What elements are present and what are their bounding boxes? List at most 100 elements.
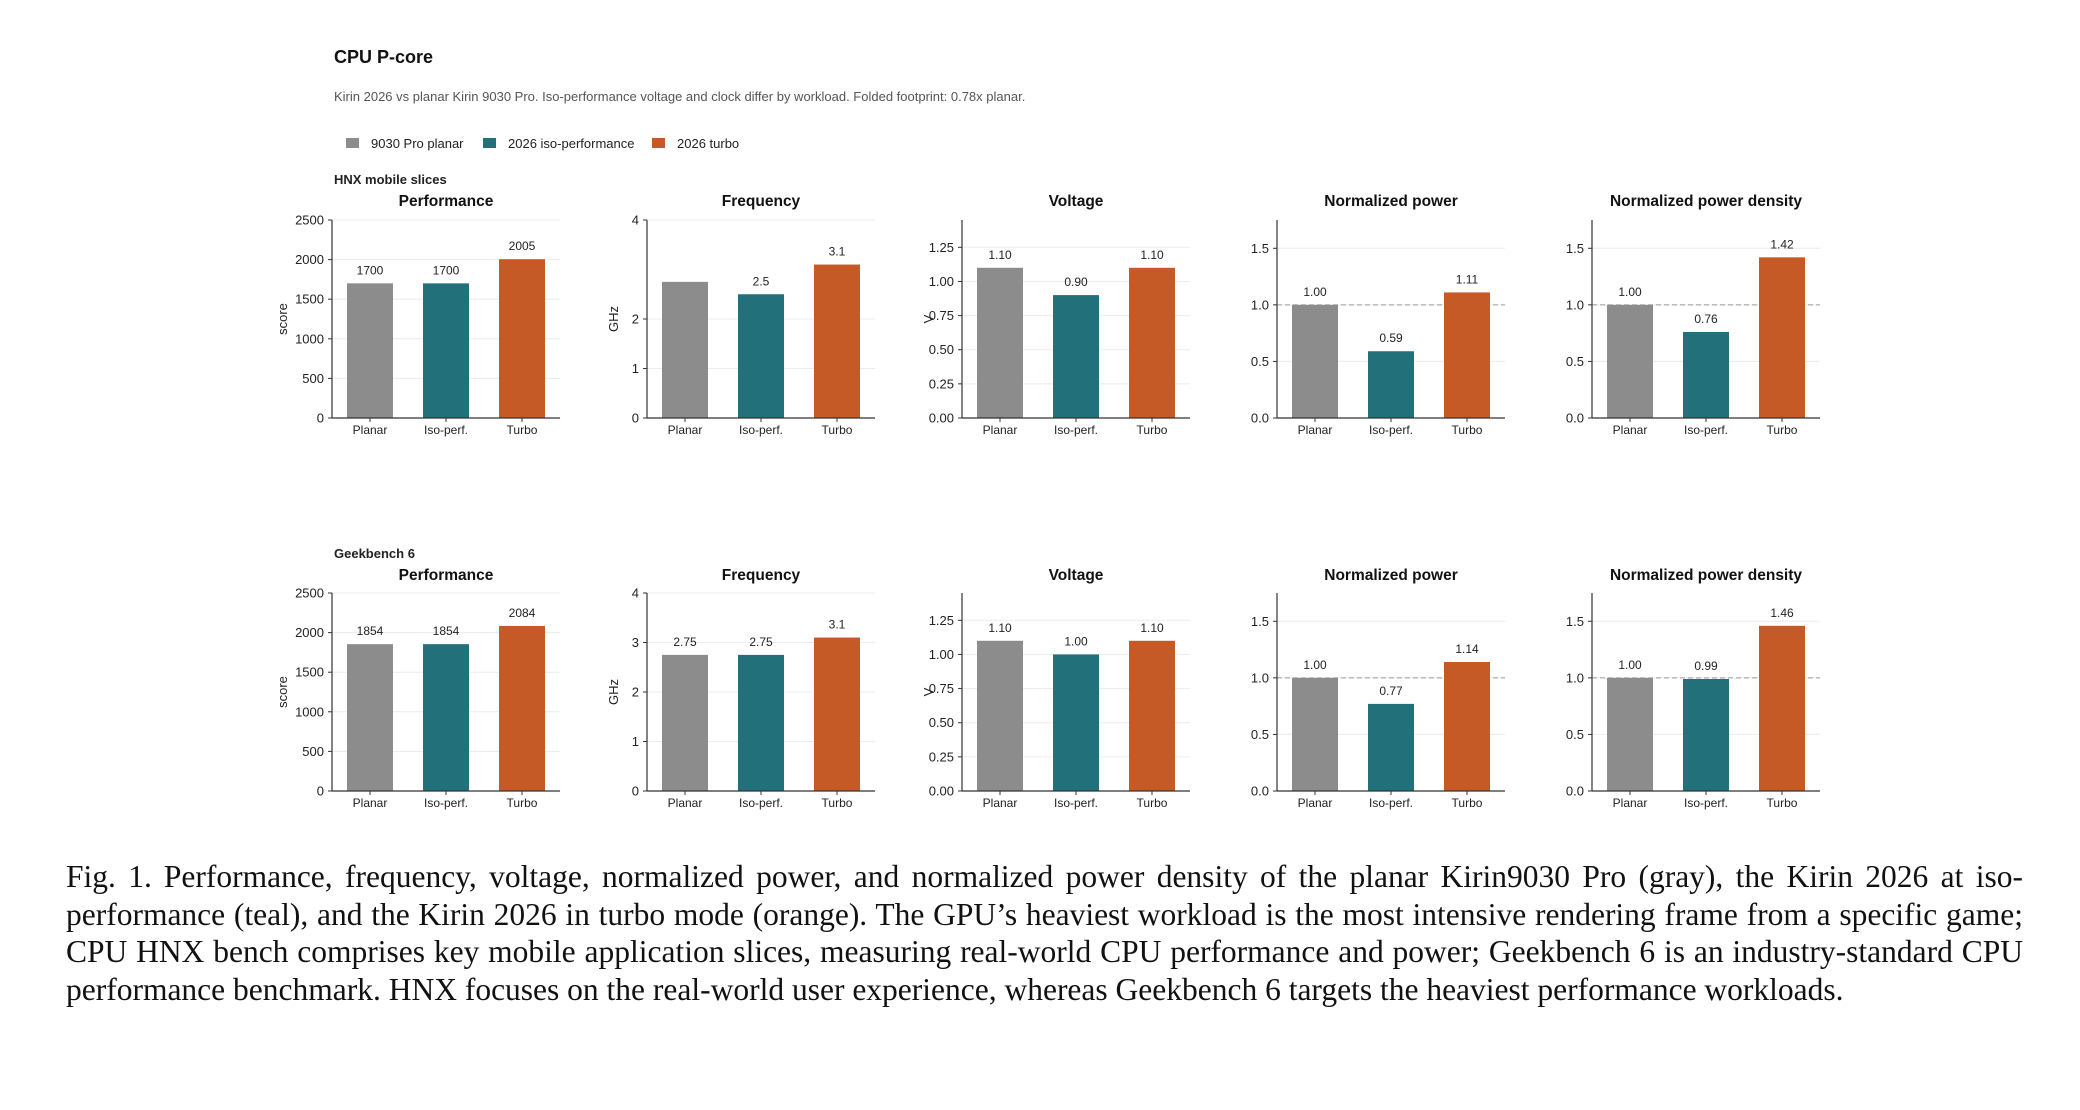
bar-value-label: 3.1 xyxy=(829,245,846,259)
x-tick-label: Iso-perf. xyxy=(424,423,468,437)
y-tick-label: 4 xyxy=(632,586,639,601)
bar-value-label: 2.75 xyxy=(673,635,697,649)
bar xyxy=(814,264,860,418)
y-tick-label: 0.25 xyxy=(929,376,954,391)
chart-panel: 1700 Planar 1700 Iso-perf. 2005 Turbo 0 500 1000… xyxy=(275,193,560,437)
x-tick-label: Turbo xyxy=(1767,796,1798,810)
bar-value-label: 0.76 xyxy=(1694,312,1718,326)
figure-title: CPU P-core xyxy=(334,47,433,67)
panel-title: Frequency xyxy=(722,567,801,584)
bar xyxy=(1053,295,1099,418)
y-tick-label: 1.25 xyxy=(929,613,954,628)
panel-title: Performance xyxy=(399,193,494,210)
bar-value-label: 1.14 xyxy=(1455,642,1479,656)
x-tick-label: Turbo xyxy=(507,796,538,810)
y-tick-label: 2500 xyxy=(295,586,324,601)
bar-value-label: 0.90 xyxy=(1064,275,1088,289)
chart-panel: Planar 2.5 Iso-perf. 3.1 Turbo 0 1 2 4 Frequency G… xyxy=(606,193,875,437)
y-tick-label: 1.0 xyxy=(1566,670,1584,685)
x-tick-label: Turbo xyxy=(1452,796,1483,810)
y-axis-label: score xyxy=(275,303,290,335)
y-axis-label: score xyxy=(275,676,290,708)
chart-panel: 1.10 Planar 0.90 Iso-perf. 1.10 Turbo 0.00 0.25… xyxy=(921,193,1190,437)
bar xyxy=(1683,332,1729,418)
bar-value-label: 0.99 xyxy=(1694,659,1718,673)
bar-value-label: 1.00 xyxy=(1303,285,1327,299)
legend-label: 2026 iso-performance xyxy=(508,136,634,151)
chart-panel: 2.75 Planar 2.75 Iso-perf. 3.1 Turbo 0 1 2 3 4 Freq… xyxy=(606,567,875,810)
bar xyxy=(1759,625,1805,791)
x-tick-label: Planar xyxy=(1613,796,1648,810)
bar xyxy=(1368,351,1414,418)
legend: 9030 Pro planar 2026 iso-performance 2026 … xyxy=(346,136,739,151)
y-tick-label: 1000 xyxy=(295,331,324,346)
chart-panel: 1.00 Planar 0.99 Iso-perf. 1.46 Turbo 0.0 0.5 1.… xyxy=(1566,567,1820,810)
panel-title: Normalized power density xyxy=(1610,567,1802,584)
bar xyxy=(1683,678,1729,791)
y-tick-label: 0.0 xyxy=(1251,784,1269,799)
bar xyxy=(1444,662,1490,791)
y-tick-label: 1.0 xyxy=(1251,670,1269,685)
bar-value-label: 1.10 xyxy=(1140,248,1164,262)
x-tick-label: Iso-perf. xyxy=(1054,423,1098,437)
y-tick-label: 500 xyxy=(302,744,324,759)
bar-value-label: 1.10 xyxy=(988,621,1012,635)
x-tick-label: Turbo xyxy=(1137,796,1168,810)
x-tick-label: Iso-perf. xyxy=(739,796,783,810)
bar-value-label: 1854 xyxy=(357,624,384,638)
y-tick-label: 1 xyxy=(632,734,639,749)
bar xyxy=(1292,304,1338,418)
bar xyxy=(1444,292,1490,418)
caption-text: Performance, frequency, voltage, normali… xyxy=(66,859,2023,1007)
x-tick-label: Planar xyxy=(353,796,388,810)
chart-group: HNX mobile slices 1700 Planar 1700 Iso-perf.… xyxy=(275,172,1820,437)
bar-value-label: 2084 xyxy=(509,606,536,620)
bar-value-label: 1700 xyxy=(433,263,460,277)
y-tick-label: 0.0 xyxy=(1566,411,1584,426)
chart-panel: 1.00 Planar 0.59 Iso-perf. 1.11 Turbo 0.0 0.5 1.… xyxy=(1251,193,1505,437)
y-tick-label: 2000 xyxy=(295,252,324,267)
x-tick-label: Iso-perf. xyxy=(739,423,783,437)
x-tick-label: Iso-perf. xyxy=(1054,796,1098,810)
x-tick-label: Planar xyxy=(1298,423,1333,437)
x-tick-label: Planar xyxy=(1298,796,1333,810)
x-tick-label: Planar xyxy=(668,796,703,810)
y-tick-label: 0.5 xyxy=(1251,727,1269,742)
y-tick-label: 1000 xyxy=(295,704,324,719)
x-tick-label: Planar xyxy=(668,423,703,437)
bar-value-label: 2.75 xyxy=(749,635,773,649)
y-tick-label: 0 xyxy=(317,784,324,799)
x-tick-label: Planar xyxy=(983,423,1018,437)
bar xyxy=(499,259,545,418)
bar-value-label: 1.10 xyxy=(1140,621,1164,635)
x-tick-label: Iso-perf. xyxy=(424,796,468,810)
bar xyxy=(423,283,469,418)
y-tick-label: 500 xyxy=(302,371,324,386)
caption-label: Fig. 1. xyxy=(66,859,152,894)
chart-panels: HNX mobile slices 1700 Planar 1700 Iso-perf.… xyxy=(275,172,1820,810)
panel-title: Normalized power xyxy=(1324,193,1458,210)
x-tick-label: Planar xyxy=(1613,423,1648,437)
x-tick-label: Turbo xyxy=(822,423,853,437)
bar xyxy=(1129,640,1175,791)
y-tick-label: 3 xyxy=(632,635,639,650)
y-axis-label: GHz xyxy=(606,306,621,332)
y-tick-label: 1.5 xyxy=(1251,614,1269,629)
bar xyxy=(662,654,708,791)
bar xyxy=(1053,654,1099,791)
y-tick-label: 2500 xyxy=(295,213,324,228)
bar-value-label: 1700 xyxy=(357,263,384,277)
bar xyxy=(662,281,708,418)
y-tick-label: 1.5 xyxy=(1251,241,1269,256)
y-tick-label: 2000 xyxy=(295,625,324,640)
chart-panel: 1.10 Planar 1.00 Iso-perf. 1.10 Turbo 0.00 0.25… xyxy=(921,567,1190,810)
y-tick-label: 0.50 xyxy=(929,342,954,357)
figure-subtitle: Kirin 2026 vs planar Kirin 9030 Pro. Iso… xyxy=(334,89,1025,104)
x-tick-label: Iso-perf. xyxy=(1684,796,1728,810)
legend-label: 2026 turbo xyxy=(677,136,739,151)
y-tick-label: 0.00 xyxy=(929,411,954,426)
x-tick-label: Turbo xyxy=(1767,423,1798,437)
bar xyxy=(1607,677,1653,791)
bar-value-label: 1.00 xyxy=(1303,658,1327,672)
y-tick-label: 0.0 xyxy=(1251,411,1269,426)
